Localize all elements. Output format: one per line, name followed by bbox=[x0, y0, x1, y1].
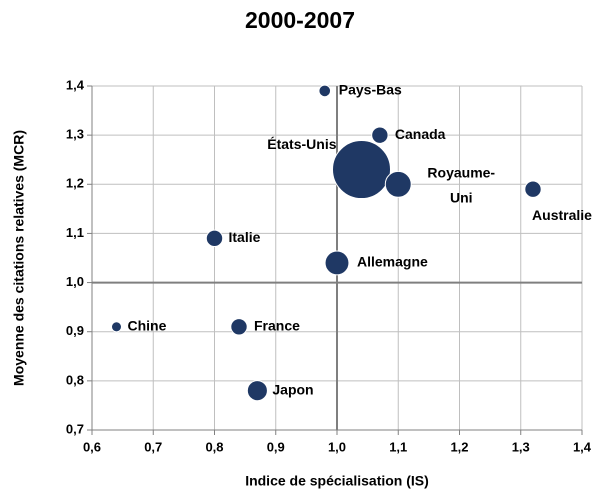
point-label: Chine bbox=[128, 318, 167, 334]
chart-title: 2000-2007 bbox=[245, 7, 355, 33]
point-label: États-Unis bbox=[267, 136, 336, 152]
x-tick-label: 1,2 bbox=[450, 439, 468, 454]
point-label: Canada bbox=[395, 126, 446, 142]
y-tick-label: 1,2 bbox=[66, 176, 84, 191]
bubble bbox=[230, 318, 248, 336]
point-label: Royaume- Uni bbox=[427, 164, 495, 205]
x-axis-label: Indice de spécialisation (IS) bbox=[245, 473, 429, 489]
bubble bbox=[332, 140, 391, 200]
bubble bbox=[205, 229, 224, 248]
x-tick-label: 0,9 bbox=[267, 439, 285, 454]
y-axis-label: Moyenne des citations relatives (MCR) bbox=[11, 130, 27, 386]
point-label: Italie bbox=[229, 229, 261, 245]
x-tick-label: 1,3 bbox=[512, 439, 530, 454]
bubble bbox=[318, 84, 332, 98]
bubble bbox=[110, 321, 123, 333]
point-label: France bbox=[254, 318, 300, 334]
x-tick-label: 0,8 bbox=[205, 439, 223, 454]
x-tick-label: 1,1 bbox=[389, 439, 407, 454]
point-label-line: Royaume- bbox=[427, 164, 495, 180]
y-tick-label: 1,3 bbox=[66, 127, 84, 142]
y-tick-label: 1,0 bbox=[66, 274, 84, 289]
y-tick-label: 0,8 bbox=[66, 372, 84, 387]
y-tick-label: 1,1 bbox=[66, 225, 84, 240]
point-label: Japon bbox=[272, 381, 313, 397]
x-tick-label: 1,0 bbox=[328, 439, 346, 454]
bubble bbox=[371, 126, 389, 144]
y-tick-label: 0,9 bbox=[66, 323, 84, 338]
point-label: Allemagne bbox=[357, 254, 428, 270]
point-label: Pays-Bas bbox=[339, 82, 402, 98]
y-tick-label: 0,7 bbox=[66, 421, 84, 436]
bubble bbox=[246, 380, 268, 402]
point-label: Australie bbox=[532, 207, 592, 223]
point-label-line: Uni bbox=[450, 189, 473, 205]
x-tick-label: 0,6 bbox=[83, 439, 101, 454]
bubble bbox=[524, 180, 542, 198]
bubble bbox=[384, 170, 412, 198]
bubble bbox=[324, 250, 350, 276]
y-tick-label: 1,4 bbox=[66, 77, 85, 92]
x-tick-label: 1,4 bbox=[573, 439, 592, 454]
x-tick-label: 0,7 bbox=[144, 439, 162, 454]
